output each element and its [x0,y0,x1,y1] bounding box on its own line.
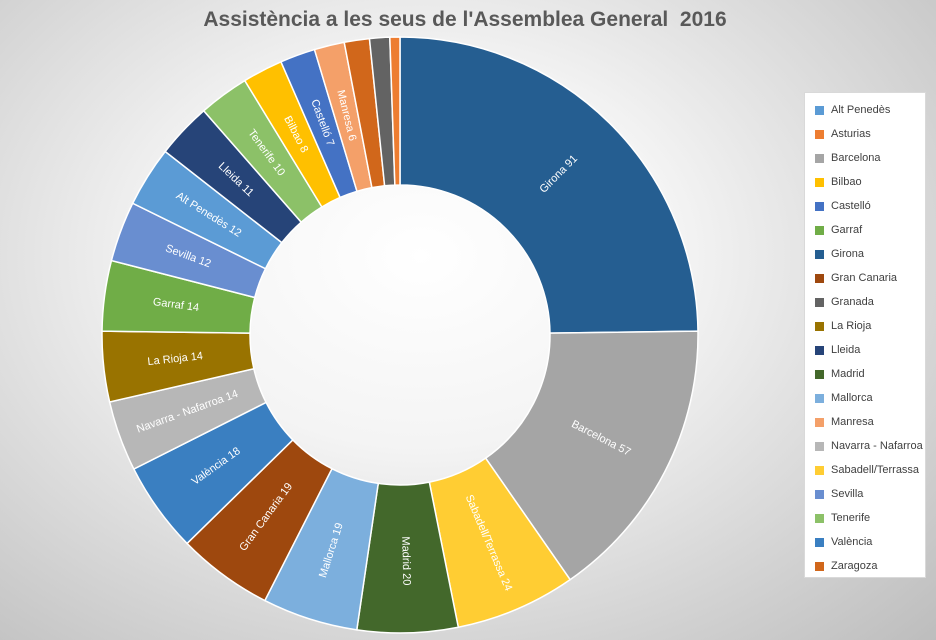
legend-label: Sevilla [831,488,864,500]
legend-swatch [815,297,824,307]
legend-label: Granada [831,296,874,308]
legend-label: Bilbao [831,176,862,188]
legend-swatch [815,561,824,571]
legend-item: Asturias [815,126,871,142]
legend-item: Granada [815,294,874,310]
slice-label: La Rioja 14 [147,350,204,368]
legend: Alt Penedès Asturias Barcelona Bilbao Castel… [804,92,926,578]
chart-title: Assistència a les seus de l'Assemblea Ge… [203,8,727,31]
legend-label: Zaragoza [831,560,878,572]
legend-swatch [815,345,824,355]
legend-swatch [815,249,824,259]
legend-item: Girona [815,246,864,262]
legend-item: Gran Canaria [815,270,897,286]
legend-label: Gran Canaria [831,272,898,284]
legend-swatch [815,417,824,427]
legend-label: Asturias [831,128,871,140]
legend-swatch [815,537,824,547]
legend-label: Alt Penedès [831,104,891,116]
slice-label: Madrid 20 [399,536,412,585]
legend-swatch [815,177,824,187]
legend-item: Lleida [815,342,860,358]
legend-item: Madrid [815,366,865,382]
legend-item: Navarra - Nafarroa [815,438,923,454]
legend-item: Zaragoza [815,558,877,574]
legend-swatch [815,129,824,139]
legend-item: València [815,534,872,550]
legend-item: Mallorca [815,390,873,406]
slice-asturias [389,36,401,186]
legend-item: Sevilla [815,486,863,502]
legend-label: Girona [831,248,865,260]
legend-item: Manresa [815,414,874,430]
legend-swatch [815,369,824,379]
legend-item: Barcelona [815,150,881,166]
legend-swatch [815,393,824,403]
legend-swatch [815,321,824,331]
legend-item: Garraf [815,222,862,238]
legend-swatch [815,465,824,475]
slice-barcelona [484,330,699,581]
legend-label: Mallorca [831,392,873,404]
legend-label: Sabadell/Terrassa [831,464,920,476]
legend-label: Lleida [831,344,861,356]
legend-swatch [815,153,824,163]
legend-label: Madrid [831,368,865,380]
legend-label: La Rioja [831,320,872,332]
legend-item: Tenerife [815,510,870,526]
legend-swatch [815,441,824,451]
legend-swatch [815,105,824,115]
legend-label: Barcelona [831,152,881,164]
legend-swatch [815,489,824,499]
legend-item: Castelló [815,198,871,214]
legend-item: La Rioja [815,318,871,334]
legend-item: Sabadell/Terrassa [815,462,919,478]
legend-swatch [815,513,824,523]
legend-item: Alt Penedès [815,102,890,118]
legend-label: València [831,536,873,548]
legend-swatch [815,201,824,211]
legend-label: Castelló [831,200,871,212]
legend-label: Manresa [831,416,874,428]
slice-girona [399,36,699,334]
legend-label: Navarra - Nafarroa [831,440,923,452]
legend-swatch [815,225,824,235]
legend-swatch [815,273,824,283]
legend-item: Bilbao [815,174,862,190]
legend-label: Tenerife [831,512,871,524]
legend-label: Garraf [831,224,863,236]
